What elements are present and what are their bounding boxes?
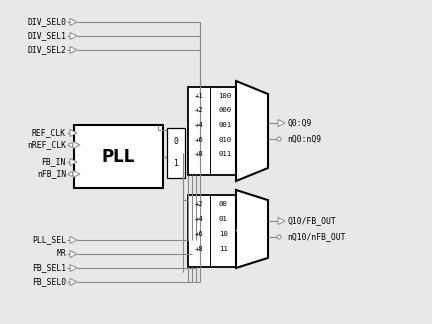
Text: nFB_IN: nFB_IN bbox=[37, 169, 66, 179]
Polygon shape bbox=[70, 237, 77, 244]
Text: 1: 1 bbox=[174, 159, 178, 168]
Text: 000: 000 bbox=[219, 108, 232, 113]
Text: FB_SEL1: FB_SEL1 bbox=[32, 263, 66, 272]
Polygon shape bbox=[278, 120, 285, 126]
Bar bbox=[74, 125, 163, 188]
Text: Q0:Q9: Q0:Q9 bbox=[287, 119, 311, 128]
Text: +4: +4 bbox=[195, 216, 203, 222]
Text: +8: +8 bbox=[195, 246, 203, 252]
Text: 11: 11 bbox=[219, 246, 227, 252]
Text: DIV_SEL0: DIV_SEL0 bbox=[27, 17, 66, 27]
Polygon shape bbox=[70, 130, 77, 136]
Text: +1: +1 bbox=[195, 93, 203, 99]
Polygon shape bbox=[70, 158, 77, 166]
Text: DIV_SEL2: DIV_SEL2 bbox=[27, 45, 66, 54]
Polygon shape bbox=[73, 142, 80, 148]
Text: 01: 01 bbox=[219, 216, 227, 222]
Text: FB_SEL0: FB_SEL0 bbox=[32, 277, 66, 286]
Polygon shape bbox=[70, 279, 77, 285]
Text: +2: +2 bbox=[195, 201, 203, 207]
Polygon shape bbox=[70, 32, 77, 40]
Circle shape bbox=[277, 235, 281, 239]
Polygon shape bbox=[70, 264, 77, 272]
Polygon shape bbox=[73, 170, 80, 178]
Text: DIV_SEL1: DIV_SEL1 bbox=[27, 31, 66, 40]
Circle shape bbox=[69, 143, 73, 147]
Text: 010: 010 bbox=[219, 136, 232, 143]
Text: Q10/FB_OUT: Q10/FB_OUT bbox=[287, 216, 336, 226]
Text: 0: 0 bbox=[174, 137, 178, 146]
Polygon shape bbox=[70, 47, 77, 53]
Polygon shape bbox=[236, 81, 268, 181]
Text: +6: +6 bbox=[195, 136, 203, 143]
Text: +6: +6 bbox=[195, 231, 203, 237]
Text: MR: MR bbox=[56, 249, 66, 259]
Bar bbox=[167, 128, 185, 178]
Text: REF_CLK: REF_CLK bbox=[32, 129, 66, 137]
Text: 10: 10 bbox=[219, 231, 227, 237]
Text: 001: 001 bbox=[219, 122, 232, 128]
Bar bbox=[188, 195, 236, 267]
Polygon shape bbox=[278, 217, 285, 225]
Text: 100: 100 bbox=[219, 93, 232, 99]
Text: PLL: PLL bbox=[102, 147, 135, 166]
Circle shape bbox=[69, 172, 73, 176]
Text: FB_IN: FB_IN bbox=[41, 157, 66, 167]
Polygon shape bbox=[236, 190, 268, 268]
Text: PLL_SEL: PLL_SEL bbox=[32, 236, 66, 245]
Polygon shape bbox=[70, 250, 77, 258]
Text: +8: +8 bbox=[195, 151, 203, 157]
Circle shape bbox=[277, 137, 281, 141]
Text: nQ0:nQ9: nQ0:nQ9 bbox=[287, 134, 321, 144]
Text: nREF_CLK: nREF_CLK bbox=[27, 141, 66, 149]
Bar bbox=[188, 87, 236, 175]
Text: 011: 011 bbox=[219, 151, 232, 157]
Polygon shape bbox=[70, 18, 77, 26]
Text: 00: 00 bbox=[219, 201, 227, 207]
Text: nQ10/nFB_OUT: nQ10/nFB_OUT bbox=[287, 233, 346, 241]
Text: +4: +4 bbox=[195, 122, 203, 128]
Text: +2: +2 bbox=[195, 108, 203, 113]
